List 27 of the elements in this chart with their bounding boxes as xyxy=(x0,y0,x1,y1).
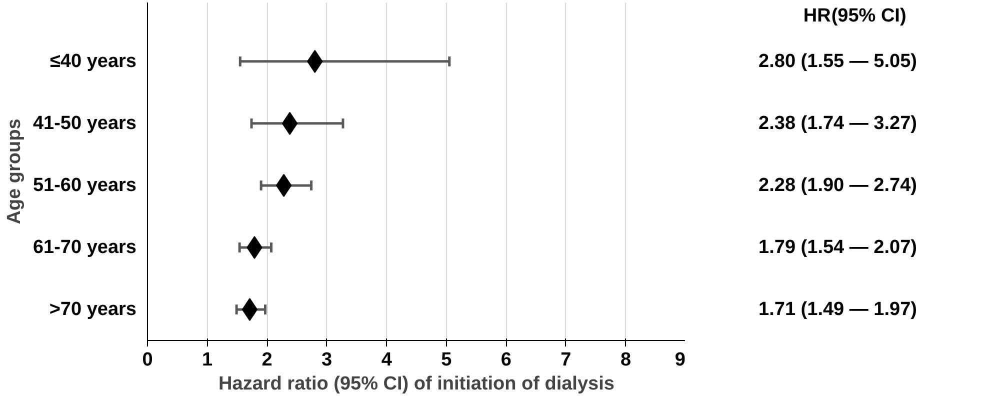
y-tick-label: 41-50 years xyxy=(32,112,137,134)
y-tick-label: 51-60 years xyxy=(32,174,137,196)
x-axis-title: Hazard ratio (95% CI) of initiation of dialysis xyxy=(218,374,614,394)
y-axis-title: Age groups xyxy=(4,118,25,224)
x-tick-label: 2 xyxy=(262,350,272,370)
text: HR xyxy=(803,5,832,26)
x-tick-label: 8 xyxy=(620,350,632,370)
point xyxy=(282,112,298,135)
y-tick-label: >70 years xyxy=(49,298,136,320)
x-tick-label: 7 xyxy=(560,350,572,370)
x-tick-label: 0 xyxy=(142,350,153,370)
y-tick-label: 61-70 years xyxy=(32,236,137,258)
x-tick-label: 1 xyxy=(202,350,213,370)
data-label: 2.38 (1.74 — 3.27) xyxy=(758,112,917,134)
data-label: 2.80 (1.55 — 5.05) xyxy=(758,50,917,72)
x-tick-label: 4 xyxy=(381,350,392,370)
data-label: 1.79 (1.54 — 2.07) xyxy=(758,236,917,258)
x-tick-label: 5 xyxy=(441,350,452,370)
data-label: 2.28 (1.90 — 2.74) xyxy=(758,174,917,196)
text: (95% CI) xyxy=(831,5,906,26)
point xyxy=(276,174,292,197)
point xyxy=(242,298,258,321)
y-tick-label: ≤40 years xyxy=(50,50,137,72)
x-tick-label: 6 xyxy=(500,350,512,370)
data-label: 1.71 (1.49 — 1.97) xyxy=(758,298,917,320)
x-tick-label: 3 xyxy=(322,350,332,370)
x-tick-label: 9 xyxy=(674,350,686,370)
